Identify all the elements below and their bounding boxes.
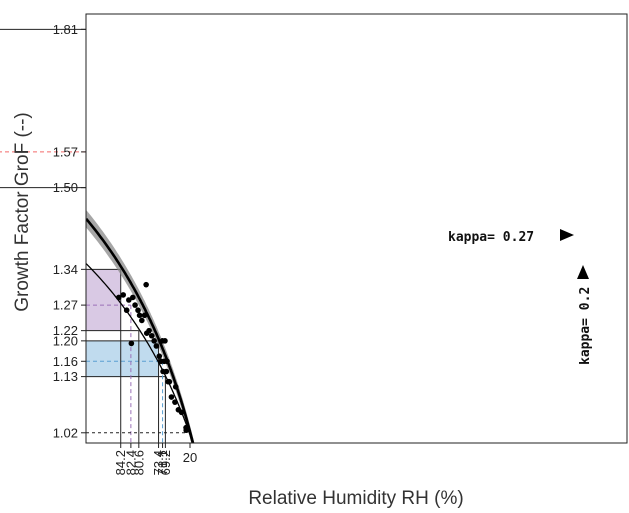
y-tick-label-2: 1.16: [53, 354, 78, 369]
data-point-29: [130, 294, 136, 301]
data-point-15: [159, 338, 166, 344]
kappa-main-arrow: [560, 229, 574, 241]
y-tick-label-7: 1.50: [53, 180, 78, 195]
data-point-20: [148, 332, 155, 339]
data-point-24: [141, 312, 148, 319]
y-tick-label-6: 1.34: [53, 262, 78, 277]
kappa-main-curve: [86, 217, 195, 443]
data-point-6: [172, 399, 178, 405]
x-tick-label-4: 80.6: [131, 450, 146, 475]
data-point-23: [143, 281, 149, 288]
band-horizontal-0: [86, 340, 159, 377]
data-point-22: [143, 330, 150, 336]
data-point-32: [123, 307, 130, 314]
y-axis-label: Growth Factor GroF (--): [12, 112, 33, 312]
x-tick-label-1: 69.2: [158, 450, 173, 475]
x-tick-label-5: 82.4: [123, 450, 138, 475]
y-tick-label-8: 1.57: [53, 144, 78, 159]
y-tick-label-5: 1.27: [53, 298, 78, 313]
y-tick-label-9: 1.81: [53, 22, 78, 37]
annotation-layer: kappa= 0.27 kappa= 0.2: [448, 229, 593, 365]
data-point-26: [136, 312, 143, 319]
kappa-band: [86, 210, 195, 443]
y-tick-label-1: 1.13: [53, 369, 78, 384]
data-point-16: [158, 358, 164, 365]
x-tick-label-6: 84.2: [113, 450, 128, 475]
data-point-14: [160, 368, 166, 375]
plot-frame: [85, 13, 628, 444]
y-tick-label-0: 1.02: [53, 425, 78, 440]
y-axis-ticks: 1.02 1.131.16 1.201.22 1.27 1.34 1.50 1.57 1.81: [53, 22, 86, 440]
data-point-17: [156, 353, 163, 359]
y-tick-label-3: 1.20: [53, 333, 78, 348]
data-point-4: [175, 407, 182, 413]
data-point-34: [115, 294, 122, 301]
x-tick-label-2: 71.1: [155, 450, 170, 475]
data-point-31: [126, 297, 132, 303]
data-point-28: [132, 302, 138, 308]
kappa-low-label: kappa= 0.2: [578, 287, 593, 365]
data-point-18: [153, 343, 160, 349]
points-layer: [115, 281, 190, 434]
x-tick-label-3: 73.4: [151, 450, 166, 475]
band-horizontal-1: [86, 269, 121, 331]
x-axis-label: Relative Humidity RH (%): [248, 488, 463, 509]
data-point-27: [135, 307, 141, 314]
curve-layer: [86, 210, 195, 443]
data-point-33: [120, 292, 127, 298]
data-point-7: [168, 394, 175, 400]
kappa-low-arrow: [577, 265, 589, 279]
data-point-30: [128, 340, 135, 347]
data-point-5: [172, 384, 179, 390]
data-point-9: [165, 378, 171, 385]
y-tick-label-4: 1.22: [53, 323, 78, 338]
kappa-main-label: kappa= 0.27: [448, 230, 534, 245]
data-point-2: [183, 424, 189, 431]
x-tick-label-0: 20: [183, 450, 197, 465]
data-point-25: [139, 317, 145, 324]
data-point-19: [151, 338, 157, 344]
